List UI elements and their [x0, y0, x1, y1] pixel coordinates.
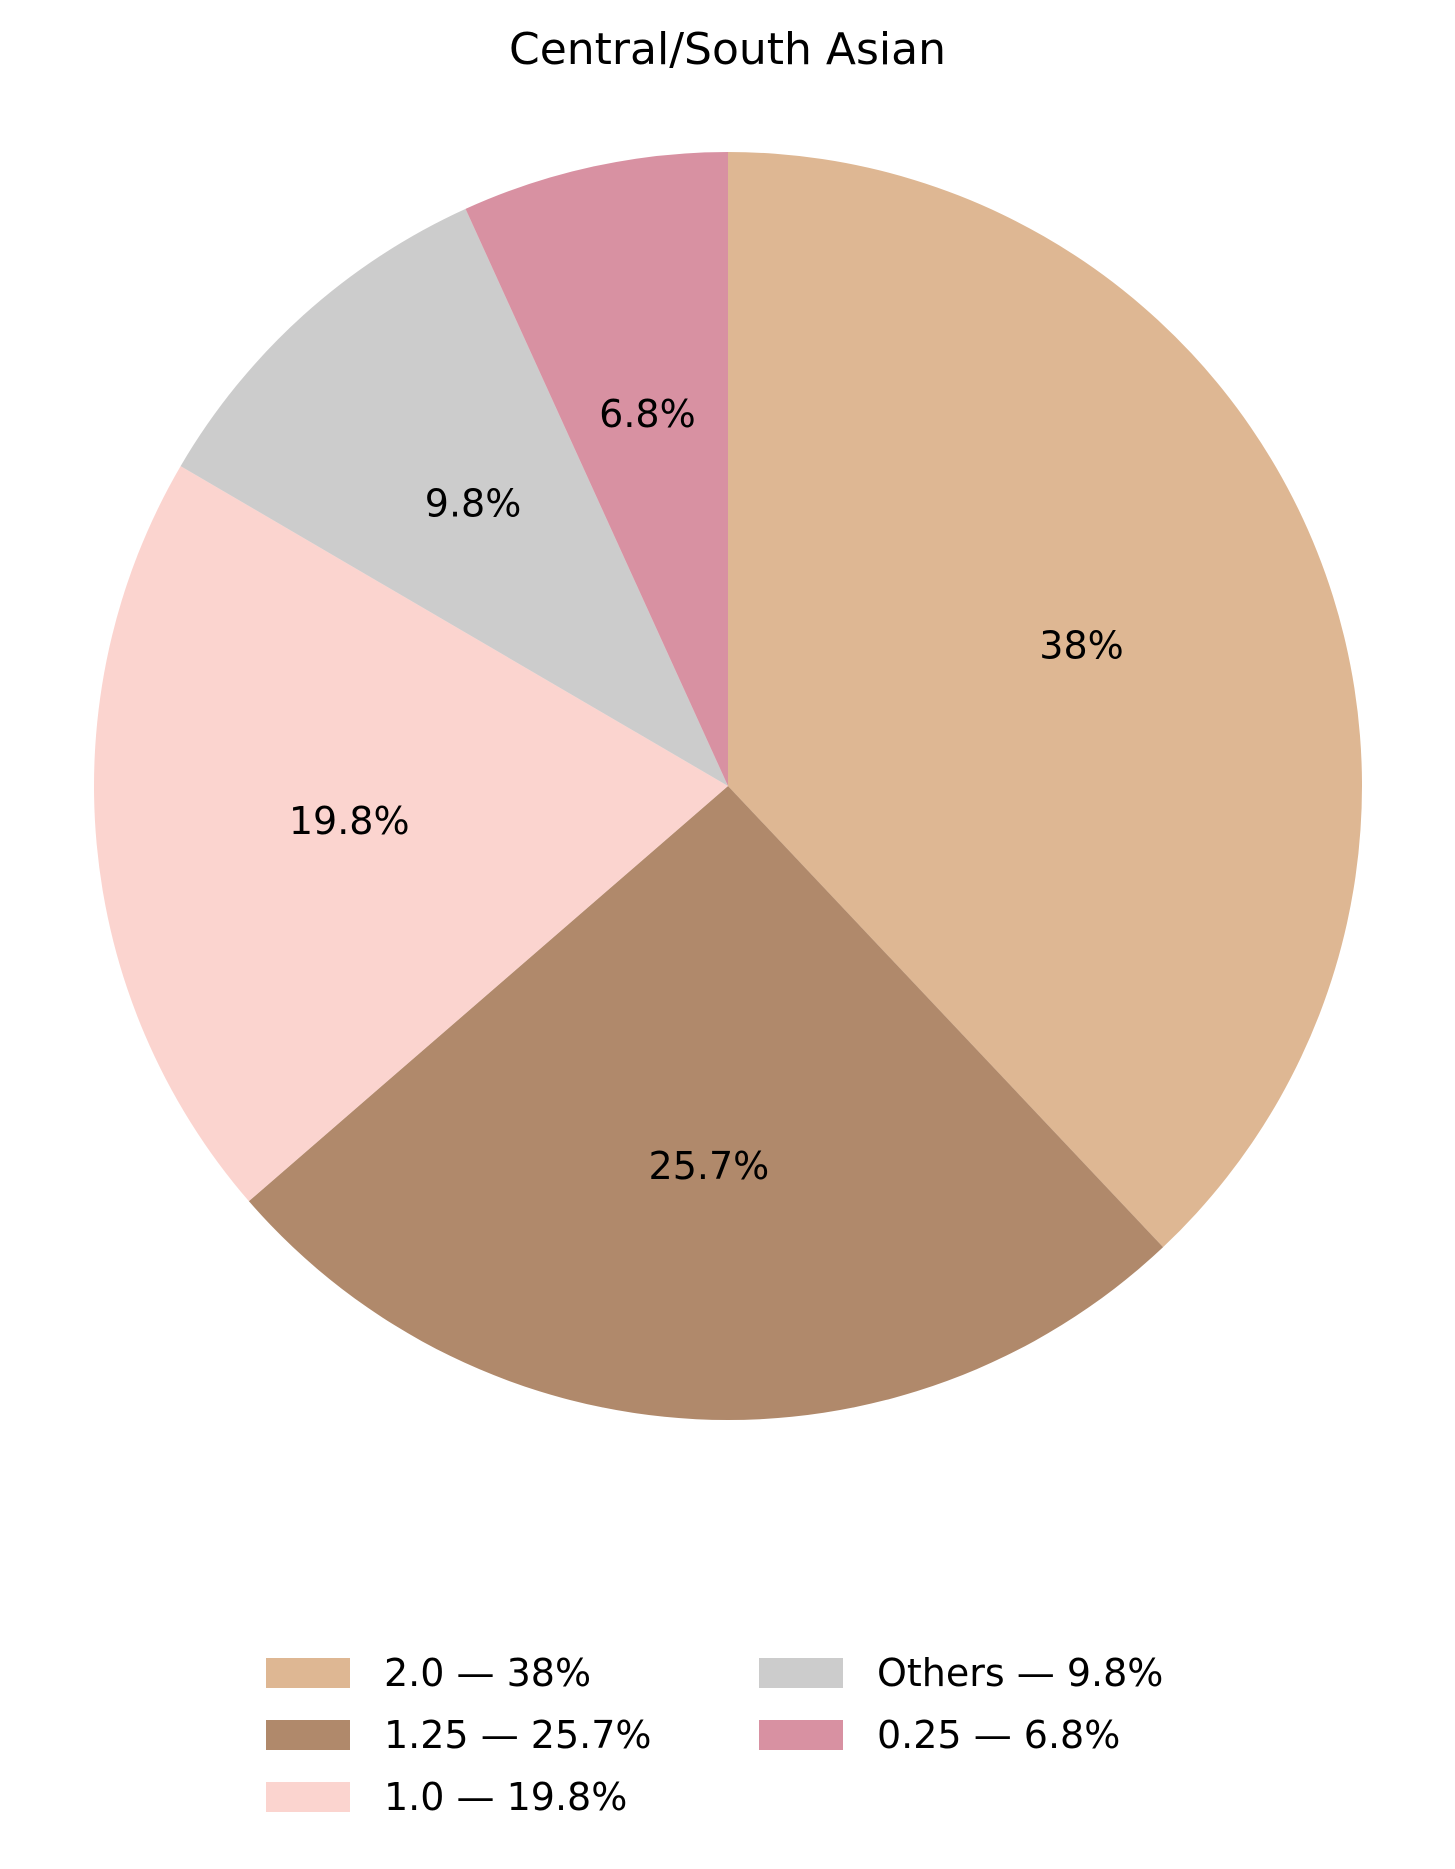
pie-slice-1-0	[93, 466, 729, 1202]
pie-slice-1-25	[248, 786, 1164, 1421]
pie-slice-2-0	[728, 152, 1362, 1248]
legend-swatch	[266, 1782, 350, 1812]
legend-label: 0.25 — 6.8%	[877, 1713, 1121, 1757]
legend-item: 2.0 — 38%	[266, 1650, 591, 1696]
pie-slice-pct-label: 19.8%	[289, 799, 410, 843]
pie-slices	[93, 152, 1362, 1421]
legend-item: 1.0 — 19.8%	[266, 1774, 627, 1820]
legend-swatch	[266, 1658, 350, 1688]
pie-slice-others	[180, 208, 729, 786]
pie-slice-0-25	[465, 152, 728, 786]
legend-item: Others — 9.8%	[759, 1650, 1163, 1696]
pie-slice-pct-label: 38%	[1039, 624, 1123, 668]
legend: 2.0 — 38% 1.25 — 25.7% 1.0 — 19.8% Others —…	[266, 1650, 1226, 1850]
legend-swatch	[266, 1720, 350, 1750]
chart-title: Central/South Asian	[509, 24, 946, 75]
legend-label: Others — 9.8%	[877, 1651, 1164, 1695]
legend-item: 1.25 — 25.7%	[266, 1712, 651, 1758]
legend-swatch	[759, 1720, 843, 1750]
legend-swatch	[759, 1658, 843, 1688]
legend-label: 1.25 — 25.7%	[384, 1713, 652, 1757]
pie-slice-pct-label: 25.7%	[649, 1144, 770, 1188]
legend-label: 2.0 — 38%	[384, 1651, 592, 1695]
pie-slice-labels: 38% 25.7% 19.8% 9.8% 6.8%	[289, 392, 1124, 1188]
pie-slice-pct-label: 9.8%	[425, 482, 522, 526]
legend-item: 0.25 — 6.8%	[759, 1712, 1120, 1758]
legend-label: 1.0 — 19.8%	[384, 1775, 628, 1819]
pie-slice-pct-label: 6.8%	[599, 392, 696, 436]
